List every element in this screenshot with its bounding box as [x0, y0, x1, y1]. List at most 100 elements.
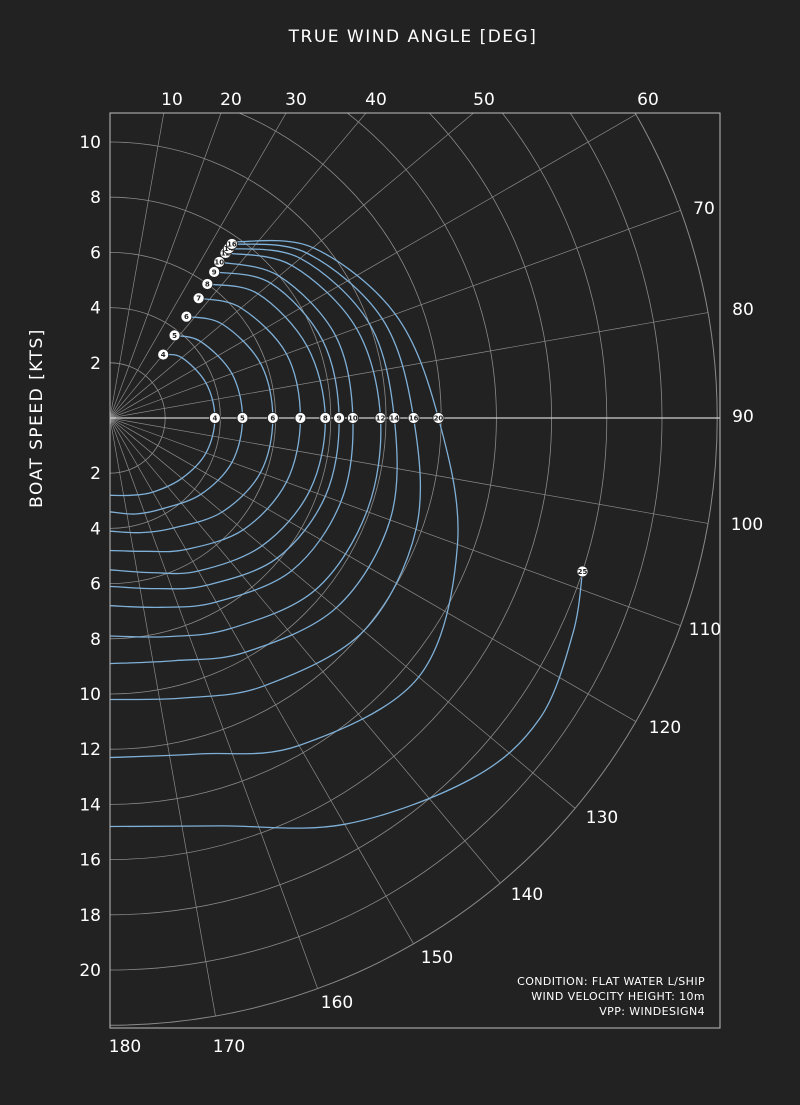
svg-text:16: 16 — [409, 415, 419, 423]
notes-block: CONDITION: FLAT WATER L/SHIP WIND VELOCI… — [517, 975, 705, 1018]
speed-tick-lower-6: 6 — [90, 575, 101, 595]
angle-tick-90: 90 — [732, 407, 754, 427]
speed-tick-upper-10: 10 — [79, 133, 101, 153]
svg-text:6: 6 — [270, 415, 275, 423]
speed-curve-14 — [110, 247, 398, 665]
grid-spoke — [110, 113, 287, 419]
speed-tick-upper-8: 8 — [90, 188, 101, 208]
y-axis-label: BOAT SPEED [KTS] — [27, 328, 47, 508]
badge-beat-8: 8 — [201, 278, 214, 290]
svg-text:10: 10 — [348, 415, 358, 423]
badge-beam-9: 9 — [333, 412, 345, 424]
svg-text:10: 10 — [214, 259, 224, 267]
speed-tick-lower-8: 8 — [90, 630, 101, 650]
angle-tick-40: 40 — [365, 90, 387, 110]
badge-beat-4: 4 — [157, 348, 170, 361]
badge-beat-20: 20 — [432, 412, 445, 424]
speed-curve-4 — [110, 353, 216, 497]
grid-spoke — [110, 113, 222, 419]
badge-beat-7: 7 — [192, 292, 205, 305]
badge-beat-6: 6 — [180, 310, 193, 323]
speed-tick-upper-2: 2 — [90, 354, 101, 374]
speed-curve-6 — [110, 315, 274, 534]
badge-beat-25: 25 — [576, 565, 589, 578]
note-vpp: VPP: WINDESIGN4 — [599, 1005, 705, 1018]
angle-tick-80: 80 — [732, 300, 754, 320]
svg-text:12: 12 — [376, 415, 386, 423]
badge-beat-10: 10 — [213, 256, 226, 268]
speed-tick-lower-10: 10 — [79, 685, 101, 705]
svg-text:7: 7 — [196, 295, 201, 303]
speed-tick-lower-2: 2 — [90, 464, 101, 484]
angle-tick-150: 150 — [421, 948, 453, 968]
grid-spoke — [110, 417, 637, 722]
grid-spoke — [110, 417, 501, 884]
grid-spoke — [110, 417, 709, 524]
svg-text:9: 9 — [337, 415, 342, 423]
speed-tick-lower-16: 16 — [79, 851, 101, 871]
speed-curve-25 — [110, 571, 584, 829]
angle-tick-labels: 10 20 30 40 50 60 70 80 90 100 110 120 130 140 150 160 1… — [109, 90, 763, 1057]
note-condition: CONDITION: FLAT WATER L/SHIP — [517, 975, 705, 988]
angle-tick-120: 120 — [649, 718, 681, 738]
speed-tick-upper-6: 6 — [90, 243, 101, 263]
badge-beat-5: 5 — [168, 329, 181, 342]
grid-spoke — [110, 417, 681, 627]
grid-spoke — [110, 114, 637, 419]
note-wind-height: WIND VELOCITY HEIGHT: 10m — [531, 990, 705, 1003]
speed-curve-20 — [110, 239, 459, 759]
grid-spoke — [110, 417, 414, 945]
angle-tick-10: 10 — [161, 90, 183, 110]
svg-text:8: 8 — [205, 281, 210, 289]
svg-text:16: 16 — [227, 240, 237, 248]
badge-beam-16: 16 — [407, 412, 420, 424]
speed-curves — [110, 239, 584, 829]
angle-tick-160: 160 — [321, 993, 353, 1013]
grid-spoke — [110, 312, 709, 419]
speed-tick-lower-14: 14 — [79, 795, 101, 815]
angle-tick-100: 100 — [731, 515, 763, 535]
speed-curve-7 — [110, 297, 302, 553]
angle-tick-50: 50 — [473, 90, 495, 110]
svg-text:6: 6 — [184, 313, 189, 321]
angle-tick-60: 60 — [637, 90, 659, 110]
speed-tick-lower-18: 18 — [79, 906, 101, 926]
grid-spoke — [110, 417, 576, 809]
speed-tick-labels: 10 8 6 4 2 2 4 6 8 10 12 14 16 18 20 — [79, 133, 101, 981]
svg-text:20: 20 — [434, 415, 444, 423]
speed-tick-upper-4: 4 — [90, 299, 101, 319]
angle-tick-30: 30 — [285, 90, 307, 110]
svg-text:5: 5 — [172, 332, 177, 340]
svg-text:25: 25 — [578, 568, 588, 576]
grid-spoke — [110, 113, 475, 419]
angle-tick-180: 180 — [109, 1037, 141, 1057]
plot-frame — [109, 112, 721, 1029]
svg-text:5: 5 — [240, 415, 245, 423]
svg-text:4: 4 — [212, 415, 217, 423]
angle-tick-140: 140 — [511, 885, 543, 905]
speed-curve-12 — [110, 252, 382, 638]
badge-beam-6: 6 — [266, 412, 279, 424]
angle-tick-20: 20 — [220, 90, 242, 110]
badge-beam-4: 4 — [208, 412, 221, 424]
badge-beam-10: 10 — [346, 412, 359, 424]
svg-text:8: 8 — [323, 415, 328, 423]
angle-tick-70: 70 — [693, 199, 715, 219]
angle-tick-130: 130 — [586, 808, 618, 828]
grid-spoke — [110, 113, 165, 419]
grid-spoke — [110, 417, 216, 1017]
angle-tick-110: 110 — [689, 620, 721, 640]
svg-text:14: 14 — [389, 415, 399, 423]
speed-curve-8 — [110, 283, 326, 575]
speed-tick-lower-4: 4 — [90, 519, 101, 539]
svg-text:9: 9 — [212, 268, 217, 276]
speed-curve-5 — [110, 334, 244, 515]
badge-beam-8: 8 — [319, 412, 332, 424]
speed-curve-9 — [110, 271, 340, 590]
svg-text:7: 7 — [298, 415, 303, 423]
badge-beam-5: 5 — [236, 412, 249, 424]
svg-text:12: 12 — [221, 249, 231, 257]
chart-title: TRUE WIND ANGLE [DEG] — [288, 27, 538, 47]
